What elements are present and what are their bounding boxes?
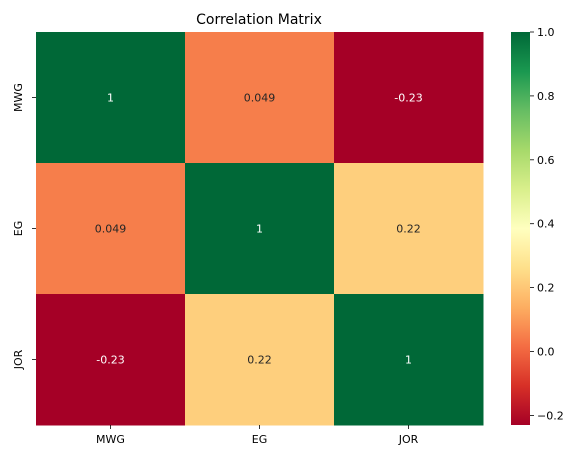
colorbar: −0.2 0.0 0.2 0.4 0.6 0.8 1.0	[511, 26, 564, 425]
heatmap-cell-mwg-jor	[334, 32, 484, 164]
colorbar-tick-label: 1.0	[537, 26, 555, 39]
chart-title: Correlation Matrix	[196, 12, 322, 28]
x-tick-label: JOR	[398, 433, 419, 446]
y-tick-label: JOR	[12, 349, 25, 370]
heatmap-cell-jor-eg	[185, 294, 335, 426]
y-tick-label: EG	[12, 221, 25, 236]
cell-value-label: 0.22	[247, 354, 272, 367]
cell-value-label: 1	[256, 223, 263, 236]
cell-value-label: 1	[107, 92, 114, 105]
colorbar-tick-label: 0.0	[537, 346, 555, 359]
cell-value-label: 0.22	[396, 223, 421, 236]
heatmap-cell-jor-mwg	[36, 294, 186, 426]
x-tick-label: EG	[252, 433, 267, 446]
heatmap-cell-eg-mwg	[36, 163, 186, 295]
heatmap-cell-eg-eg	[185, 163, 335, 295]
cell-value-label: 1	[405, 354, 412, 367]
colorbar-tick-label: 0.4	[537, 218, 555, 231]
heatmap-grid: 1 0.049 -0.23 0.049 1 0.22 -0.23 0.22 1	[36, 32, 484, 426]
x-axis: MWG EG JOR	[96, 425, 419, 446]
cell-value-label: -0.23	[96, 354, 124, 367]
heatmap-cell-mwg-eg	[185, 32, 335, 164]
x-tick-label: MWG	[96, 433, 125, 446]
colorbar-tick-label: 0.2	[537, 282, 555, 295]
cell-value-label: -0.23	[394, 92, 422, 105]
colorbar-tick-label: −0.2	[537, 409, 564, 422]
cell-value-label: 0.049	[95, 223, 127, 236]
colorbar-gradient	[511, 32, 530, 425]
y-tick-label: MWG	[12, 83, 25, 112]
colorbar-tick-label: 0.8	[537, 90, 555, 103]
y-axis: MWG EG JOR	[12, 83, 36, 370]
heatmap-cell-eg-jor	[334, 163, 484, 295]
heatmap-cell-mwg-mwg	[36, 32, 186, 164]
colorbar-tick-label: 0.6	[537, 154, 555, 167]
heatmap-cell-jor-jor	[334, 294, 484, 426]
cell-value-label: 0.049	[244, 92, 276, 105]
